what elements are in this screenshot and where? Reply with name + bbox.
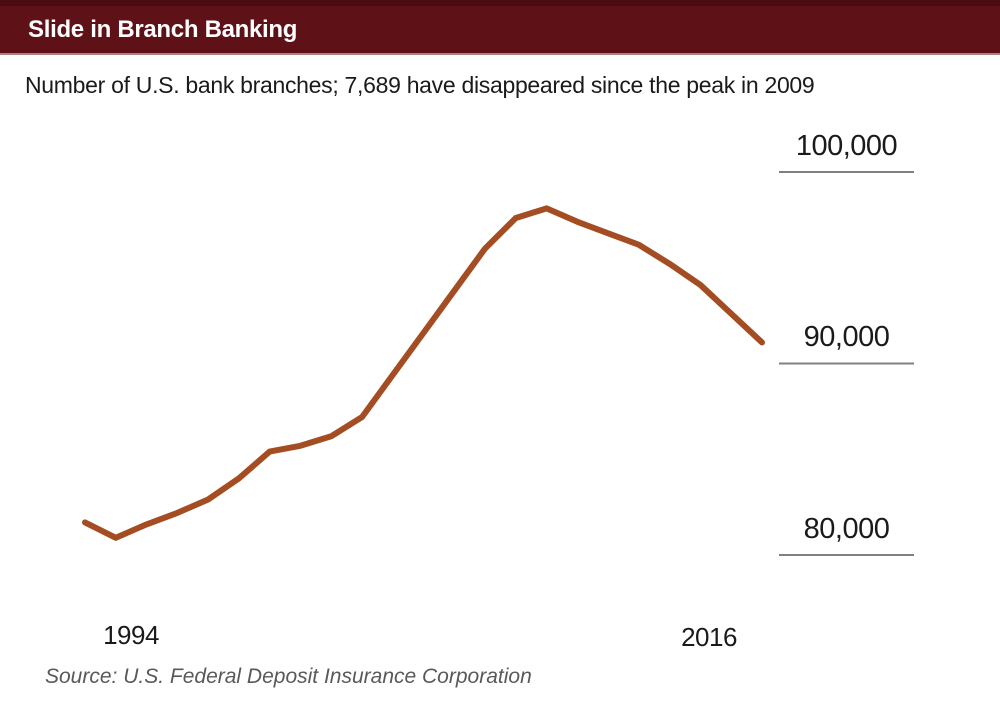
gridlines	[779, 171, 914, 556]
xtick-1994: 1994	[103, 620, 159, 650]
chart-subtitle: Number of U.S. bank branches; 7,689 have…	[25, 72, 815, 98]
source-note: Source: U.S. Federal Deposit Insurance C…	[45, 665, 532, 688]
ytick-100000: 100,000	[795, 130, 898, 162]
header-bar: Slide in Branch Banking	[0, 0, 1000, 55]
ytick-90000: 90,000	[803, 321, 890, 353]
chart-title: Slide in Branch Banking	[28, 15, 298, 43]
ytick-80000: 80,000	[803, 513, 890, 545]
branches-series-line	[82, 205, 765, 541]
xtick-2016: 2016	[681, 622, 737, 652]
